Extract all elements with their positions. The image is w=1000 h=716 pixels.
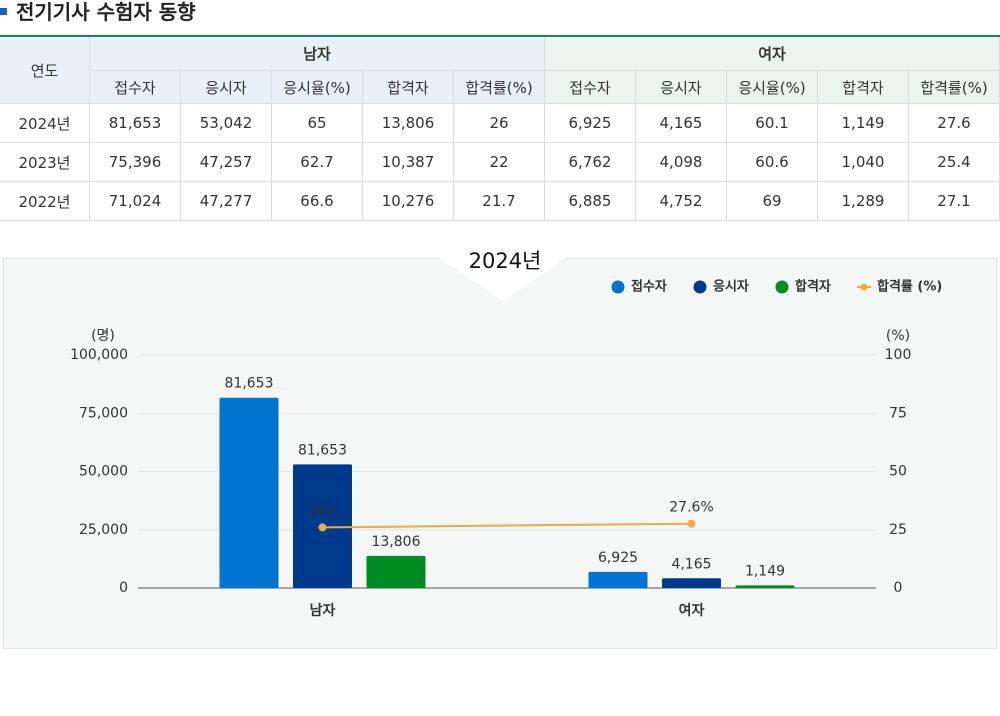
value-label: 81,653: [298, 442, 347, 458]
year-header: 연도: [0, 36, 90, 104]
title-tab-top: [428, 240, 578, 258]
title-marker: [0, 8, 7, 15]
table-cell: 65: [271, 103, 363, 143]
value-label: 81,653: [225, 376, 274, 392]
legend-swatch: [775, 280, 789, 294]
y2-tick-label: 75: [889, 405, 907, 421]
y2-tick-label: 50: [889, 464, 907, 480]
stats-table: 연도 남자 여자 접수자 응시자 응시율(%) 합격자 합격률(%) 접수자 응시자 응시율(%) 합…: [0, 35, 1000, 221]
table-row: 2024년 81,653 53,042 65 13,806 26 6,925 4,165 60.…: [0, 103, 1000, 143]
y2-axis-label: (%): [886, 328, 910, 344]
value-label: 4,165: [671, 556, 711, 572]
y-tick-label: 25,000: [79, 522, 128, 538]
table-cell: 6,925: [544, 103, 636, 143]
y-axis-label: (명): [91, 328, 115, 344]
legend-label: 응시자: [713, 280, 749, 295]
value-label: 1,149: [745, 563, 785, 579]
title-tab: [428, 250, 578, 301]
table-cell: 4,165: [635, 103, 727, 143]
bar: [219, 397, 279, 588]
sub-header: 접수자: [89, 70, 181, 104]
table-row: 2022년 71,024 47,277 66.6 10,276 21.7 6,885 4,75…: [0, 181, 1000, 221]
table-cell: 25.4: [908, 142, 1000, 182]
sub-header: 합격자: [817, 70, 909, 104]
table-cell: 66.6: [271, 181, 363, 221]
table-cell: 62.7: [271, 142, 363, 182]
group-header: 남자: [89, 36, 545, 71]
value-label: 6,925: [598, 550, 638, 566]
y-tick-label: 75,000: [79, 405, 128, 421]
bar: [588, 571, 648, 588]
table-cell: 53,042: [180, 103, 272, 143]
y-tick-label: 100,000: [70, 347, 128, 363]
table-cell: 1,040: [817, 142, 909, 182]
table-cell: 6,885: [544, 181, 636, 221]
group-header: 여자: [544, 36, 1000, 71]
table-cell: 26: [453, 103, 545, 143]
subheader-row: 접수자 응시자 응시율(%) 합격자 합격률(%) 접수자 응시자 응시율(%) 합격자 합격률(…: [0, 70, 1000, 104]
legend-swatch: [611, 280, 625, 294]
y2-tick-label: 100: [885, 347, 912, 363]
value-label: 27.6%: [669, 500, 713, 516]
table-cell: 60.6: [726, 142, 818, 182]
line-point: [687, 519, 696, 528]
y2-tick-label: 0: [894, 580, 903, 596]
year-cell: 2022년: [0, 181, 90, 221]
chart-title: 2024년: [469, 249, 542, 273]
y-tick-label: 50,000: [79, 464, 128, 480]
y-tick-label: 0: [119, 580, 128, 596]
y2-tick-label: 25: [889, 522, 907, 538]
legend-label: 접수자: [631, 279, 667, 295]
table-cell: 10,276: [362, 181, 454, 221]
legend-swatch: [693, 280, 707, 294]
line: [322, 522, 692, 529]
legend-label: 합격자: [795, 279, 831, 295]
table-cell: 4,752: [635, 181, 727, 221]
year-cell: 2023년: [0, 142, 90, 182]
table-cell: 6,762: [544, 142, 636, 182]
table-cell: 1,149: [817, 103, 909, 143]
line-point: [318, 523, 327, 532]
table-cell: 71,024: [89, 181, 181, 221]
year-cell: 2024년: [0, 103, 90, 143]
sub-header: 응시자: [635, 70, 727, 104]
x-tick-label: 남자: [310, 602, 336, 619]
chart-panel: [3, 258, 997, 649]
table-cell: 81,653: [89, 103, 181, 143]
sub-header: 합격자: [362, 70, 454, 104]
table-cell: 21.7: [453, 181, 545, 221]
bar: [662, 578, 721, 588]
table-cell: 27.1: [908, 181, 1000, 221]
table-cell: 69: [726, 181, 818, 221]
sub-header: 합격률(%): [453, 70, 545, 104]
table-cell: 47,277: [180, 181, 272, 221]
sub-header: 응시율(%): [726, 70, 818, 104]
legend-swatch: [860, 283, 868, 291]
value-label: 24%: [307, 503, 338, 519]
table-cell: 1,289: [817, 181, 909, 221]
bar: [735, 585, 795, 588]
table-row: 2023년 75,396 47,257 62.7 10,387 22 6,762 4,098 6…: [0, 142, 1000, 182]
table-cell: 22: [453, 142, 545, 182]
x-tick-label: 여자: [679, 602, 705, 619]
sub-header: 응시자: [180, 70, 272, 104]
sub-header: 응시율(%): [271, 70, 363, 104]
table-cell: 13,806: [362, 103, 454, 143]
table-cell: 4,098: [635, 142, 727, 182]
table-cell: 10,387: [362, 142, 454, 182]
value-label: 13,806: [372, 534, 421, 550]
sub-header: 합격률(%): [908, 70, 1000, 104]
bar: [366, 555, 426, 588]
header-row: 연도 남자 여자: [0, 36, 1000, 104]
sub-header: 접수자: [544, 70, 636, 104]
page-title: 전기기사 수험자 동향: [16, 0, 196, 24]
legend-label: 합격률 (%): [877, 279, 942, 295]
